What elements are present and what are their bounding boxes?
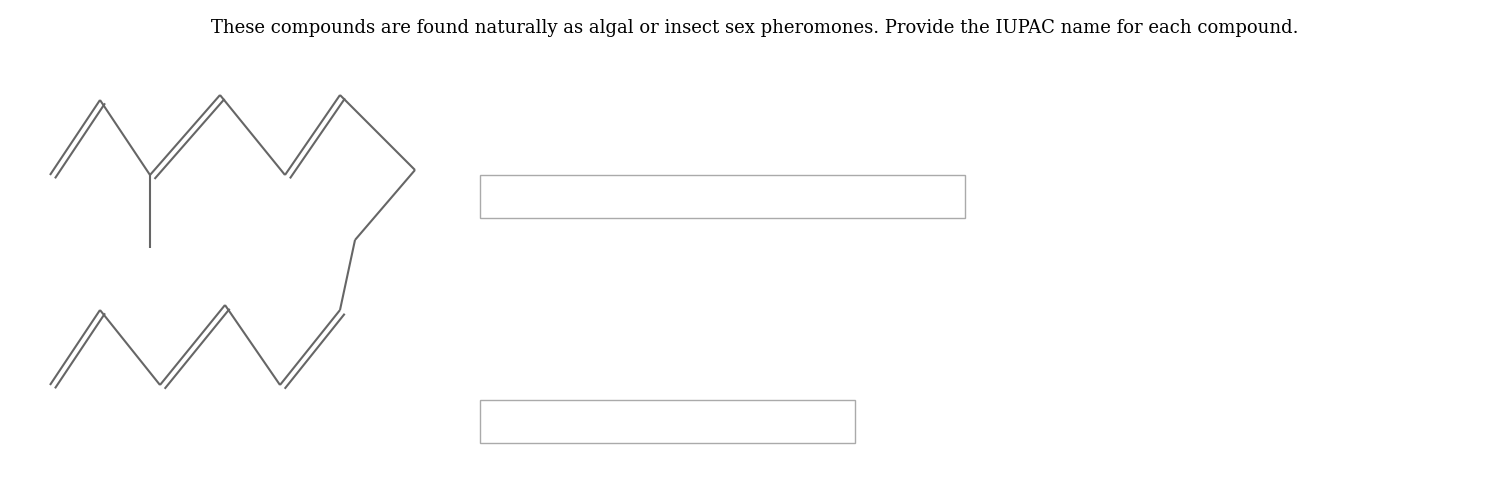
Bar: [480, 175, 965, 218]
Text: These compounds are found naturally as algal or insect sex pheromones. Provide t: These compounds are found naturally as a…: [211, 19, 1299, 37]
Bar: [480, 400, 855, 443]
